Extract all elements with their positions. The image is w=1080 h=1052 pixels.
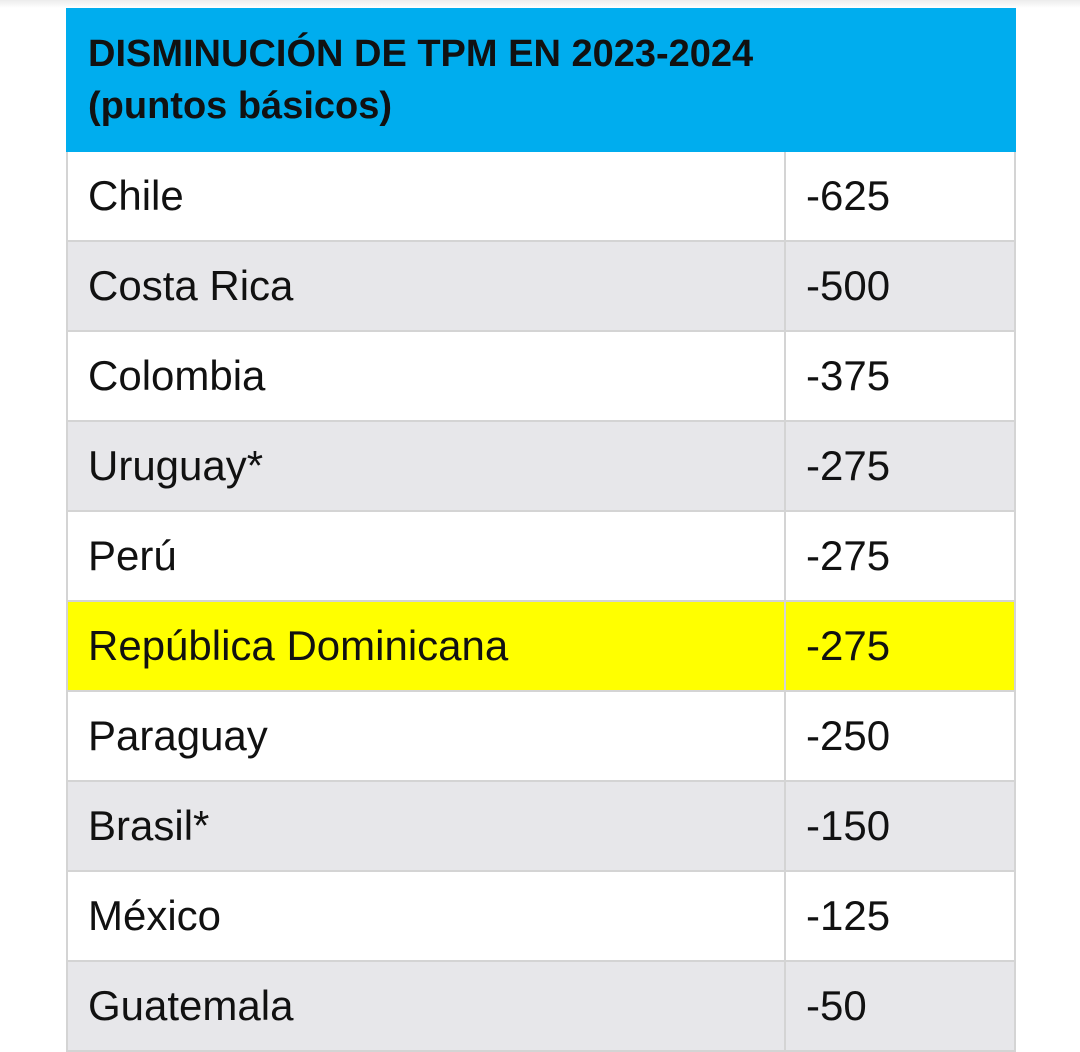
country-cell: República Dominicana xyxy=(66,600,786,692)
value-cell: -275 xyxy=(784,600,1016,692)
country-cell: Uruguay* xyxy=(66,420,786,512)
country-cell: México xyxy=(66,870,786,962)
value-cell: -625 xyxy=(784,150,1016,242)
value-cell: -500 xyxy=(784,240,1016,332)
value-cell: -150 xyxy=(784,780,1016,872)
country-cell: Brasil* xyxy=(66,780,786,872)
table-row: Colombia -375 xyxy=(66,330,1016,422)
table-row: Brasil* -150 xyxy=(66,780,1016,872)
table-header: DISMINUCIÓN DE TPM EN 2023-2024 (puntos … xyxy=(66,8,1016,152)
table-row: Chile -625 xyxy=(66,150,1016,242)
table-row: Guatemala -50 xyxy=(66,960,1016,1052)
tpm-table: DISMINUCIÓN DE TPM EN 2023-2024 (puntos … xyxy=(66,8,1016,1052)
value-cell: -375 xyxy=(784,330,1016,422)
top-shadow xyxy=(0,0,1080,8)
table-header-row: DISMINUCIÓN DE TPM EN 2023-2024 (puntos … xyxy=(66,8,1016,152)
value-cell: -275 xyxy=(784,420,1016,512)
value-cell: -50 xyxy=(784,960,1016,1052)
table-row: Paraguay -250 xyxy=(66,690,1016,782)
country-cell: Colombia xyxy=(66,330,786,422)
country-cell: Guatemala xyxy=(66,960,786,1052)
country-cell: Perú xyxy=(66,510,786,602)
table-subtitle: (puntos básicos) xyxy=(88,85,393,127)
country-cell: Paraguay xyxy=(66,690,786,782)
table-row: Perú -275 xyxy=(66,510,1016,602)
country-cell: Costa Rica xyxy=(66,240,786,332)
country-cell: Chile xyxy=(66,150,786,242)
value-cell: -250 xyxy=(784,690,1016,782)
value-cell: -275 xyxy=(784,510,1016,602)
table-title: DISMINUCIÓN DE TPM EN 2023-2024 xyxy=(88,33,754,75)
table-row: México -125 xyxy=(66,870,1016,962)
table-row-highlighted: República Dominicana -275 xyxy=(66,600,1016,692)
table-row: Uruguay* -275 xyxy=(66,420,1016,512)
value-cell: -125 xyxy=(784,870,1016,962)
table-row: Costa Rica -500 xyxy=(66,240,1016,332)
